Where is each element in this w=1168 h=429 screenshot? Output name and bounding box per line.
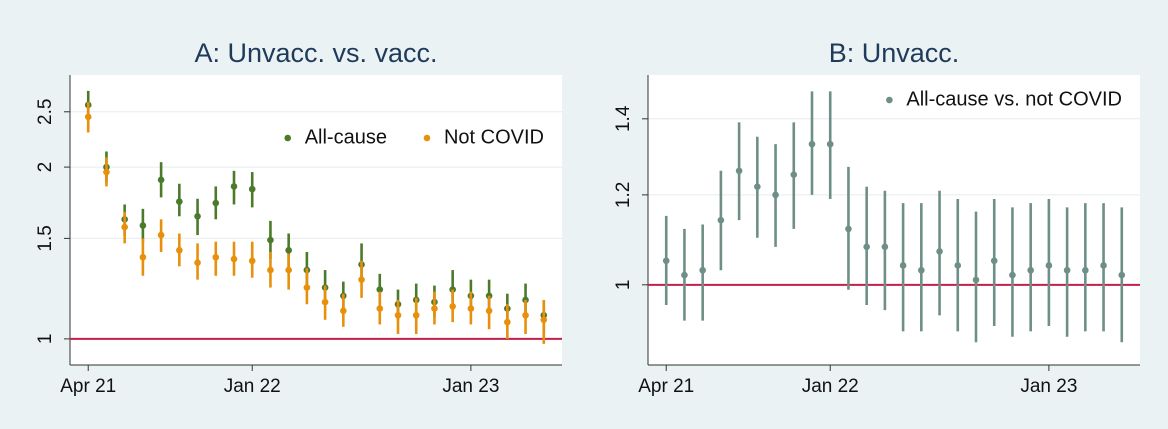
chart-title: B: Unvacc. [829,38,960,68]
y-tick-label: 1 [35,334,56,345]
point [467,305,475,312]
point [504,318,511,326]
point [394,311,402,319]
point [936,248,943,255]
point [1027,266,1034,274]
point [772,191,779,199]
legend-label: All-cause vs. not COVID [906,88,1122,110]
y-tick-label: 1.5 [35,225,56,251]
point [412,311,420,319]
point [212,199,220,207]
point [881,243,889,251]
point [321,298,329,306]
point [285,266,292,274]
point [267,266,274,274]
point [230,255,238,263]
point [176,198,183,205]
point [103,168,110,176]
y-tick-label: 2 [35,162,56,173]
point [699,266,706,274]
y-tick-label: 2.5 [35,99,56,125]
x-tick-label: Apr 21 [638,376,694,397]
point [285,246,292,254]
legend-label: All-cause [305,126,387,148]
x-tick-label: Jan 23 [442,376,499,397]
point [990,257,998,265]
point [431,305,438,312]
point [376,305,384,312]
x-tick-label: Jan 22 [224,376,281,397]
point [899,262,907,269]
legend-marker [423,134,431,142]
y-tick-label: 1.2 [613,182,634,208]
x-tick-label: Jan 23 [1020,376,1077,397]
point [340,307,347,315]
point [376,286,384,293]
point [358,276,365,283]
x-tick-label: Jan 22 [802,376,859,397]
plot-area [70,75,562,365]
point [754,183,761,191]
y-tick-label: 1 [613,280,634,291]
plot-area [648,75,1140,365]
point [522,311,529,319]
point [1100,262,1107,269]
point [735,167,743,175]
point [1045,262,1053,269]
point [808,140,816,148]
point [230,183,238,190]
point [1063,266,1071,274]
point [267,236,274,244]
point [845,225,852,233]
point [139,222,147,229]
point [1009,271,1016,279]
point [139,253,147,261]
point [954,262,962,269]
point [540,316,548,324]
point [717,216,725,224]
point [485,307,493,315]
point [863,243,870,251]
point [303,284,311,291]
point [826,140,834,148]
point [212,253,220,261]
legend-marker [284,134,292,142]
point [176,246,183,254]
point [194,212,201,220]
point [790,171,798,179]
point [157,231,165,239]
point [1118,271,1126,279]
legend-marker [886,96,893,104]
point [662,257,670,265]
point [121,223,128,231]
legend-label: Not COVID [444,126,544,148]
point [157,176,165,184]
point [918,266,925,274]
point [194,259,201,266]
point [248,185,256,193]
point [449,303,456,310]
point [84,113,92,121]
point [681,271,688,279]
point [972,276,980,284]
chart-title: A: Unvacc. vs. vacc. [194,38,437,68]
x-tick-label: Apr 21 [60,376,116,397]
y-tick-label: 1.4 [613,105,634,132]
point [248,257,256,265]
point [1082,266,1089,274]
